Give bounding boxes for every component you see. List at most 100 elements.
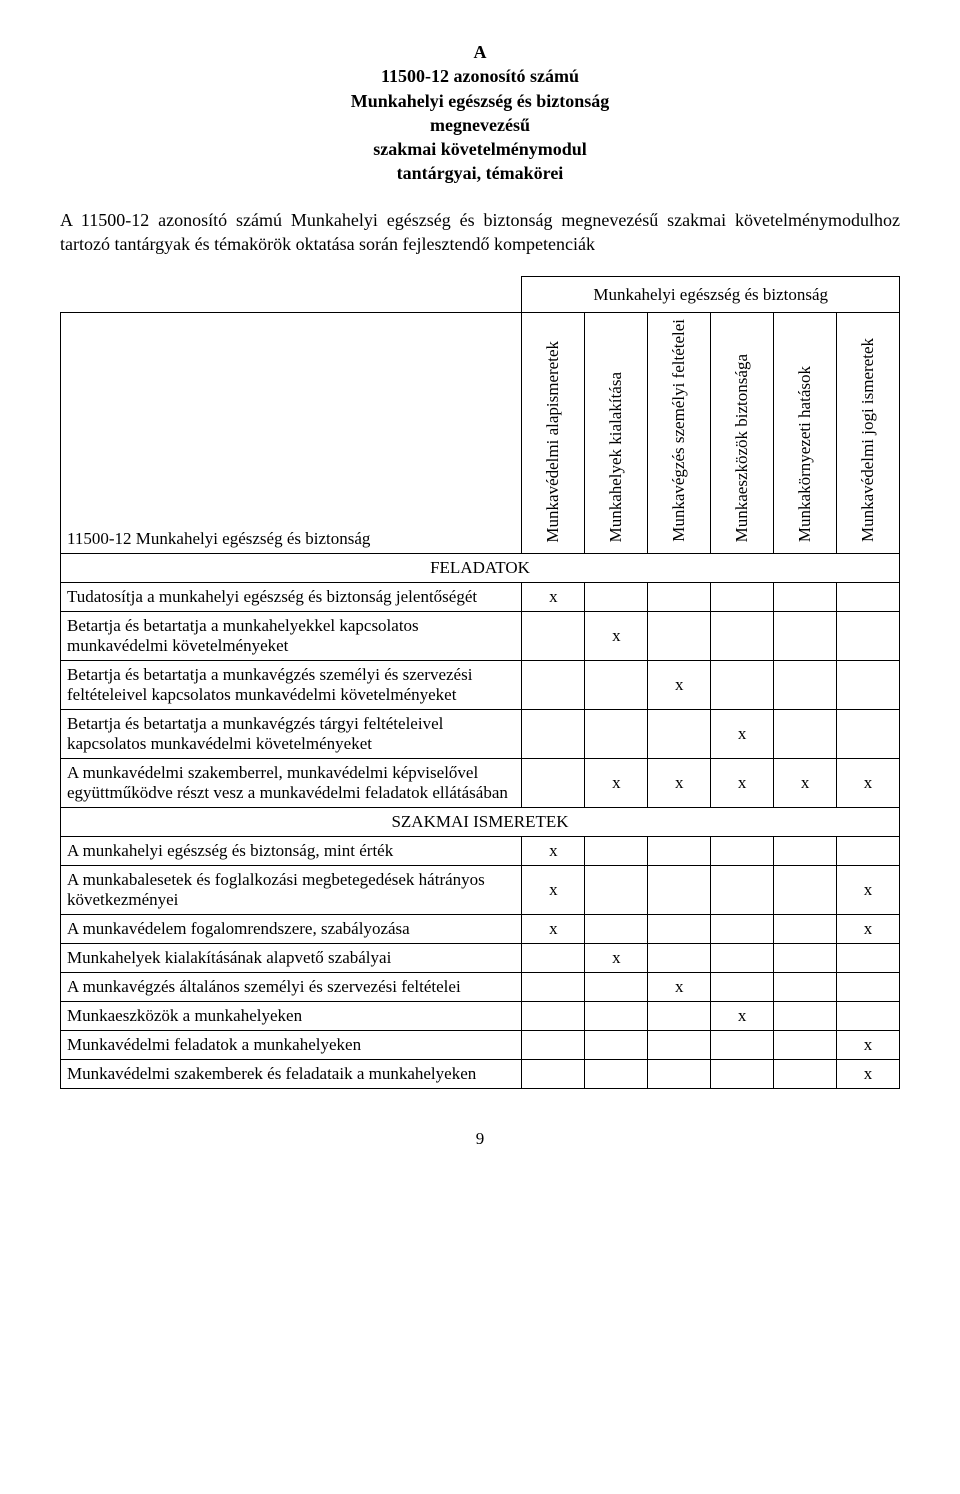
title-block: A 11500-12 azonosító számú Munkahelyi eg… bbox=[60, 40, 900, 186]
check-cell: x bbox=[837, 866, 900, 915]
check-cell bbox=[522, 710, 585, 759]
title-line-5: szakmai követelménymodul bbox=[60, 137, 900, 161]
check-cell: x bbox=[585, 944, 648, 973]
table-row: Betartja és betartatja a munkahelyekkel … bbox=[61, 612, 900, 661]
row-label: Munkahelyek kialakításának alapvető szab… bbox=[61, 944, 522, 973]
check-cell: x bbox=[585, 759, 648, 808]
table-row: Munkaeszközök a munkahelyekenx bbox=[61, 1002, 900, 1031]
table-body: FELADATOKTudatosítja a munkahelyi egészs… bbox=[61, 554, 900, 1089]
check-cell bbox=[837, 1002, 900, 1031]
check-cell bbox=[648, 837, 711, 866]
row-label: Munkaeszközök a munkahelyeken bbox=[61, 1002, 522, 1031]
check-cell bbox=[585, 583, 648, 612]
check-cell bbox=[648, 1002, 711, 1031]
check-cell bbox=[774, 612, 837, 661]
col-header-text-4: Munkakörnyezeti hatások bbox=[796, 366, 815, 542]
col-header-0: Munkavédelmi alapismeretek bbox=[522, 313, 585, 554]
check-cell bbox=[585, 1031, 648, 1060]
table-row: Tudatosítja a munkahelyi egészség és biz… bbox=[61, 583, 900, 612]
row-label: Tudatosítja a munkahelyi egészség és biz… bbox=[61, 583, 522, 612]
check-cell bbox=[585, 710, 648, 759]
check-cell bbox=[711, 915, 774, 944]
check-cell bbox=[837, 837, 900, 866]
intro-paragraph: A 11500-12 azonosító számú Munkahelyi eg… bbox=[60, 208, 900, 257]
check-cell: x bbox=[711, 759, 774, 808]
title-line-4: megnevezésű bbox=[60, 113, 900, 137]
check-cell bbox=[585, 915, 648, 944]
check-cell: x bbox=[648, 661, 711, 710]
col-header-text-5: Munkavédelmi jogi ismeretek bbox=[859, 338, 878, 542]
check-cell bbox=[585, 973, 648, 1002]
check-cell bbox=[648, 915, 711, 944]
row-label: A munkavédelem fogalomrendszere, szabály… bbox=[61, 915, 522, 944]
col-header-text-0: Munkavédelmi alapismeretek bbox=[544, 341, 563, 543]
empty-corner bbox=[61, 277, 522, 313]
table-row: Munkavédelmi feladatok a munkahelyekenx bbox=[61, 1031, 900, 1060]
check-cell bbox=[711, 944, 774, 973]
check-cell bbox=[648, 944, 711, 973]
check-cell: x bbox=[837, 915, 900, 944]
check-cell: x bbox=[522, 866, 585, 915]
check-cell bbox=[648, 710, 711, 759]
check-cell bbox=[711, 837, 774, 866]
check-cell: x bbox=[522, 837, 585, 866]
col-header-2: Munkavégzés személyi feltételei bbox=[648, 313, 711, 554]
row-label: Munkavédelmi szakemberek és feladataik a… bbox=[61, 1060, 522, 1089]
check-cell: x bbox=[837, 1060, 900, 1089]
row-label: A munkavédelmi szakemberrel, munkavédelm… bbox=[61, 759, 522, 808]
check-cell bbox=[522, 612, 585, 661]
row-label: Betartja és betartatja a munkavégzés tár… bbox=[61, 710, 522, 759]
table-row: A munkavédelem fogalomrendszere, szabály… bbox=[61, 915, 900, 944]
table-row: Munkavédelmi szakemberek és feladataik a… bbox=[61, 1060, 900, 1089]
check-cell bbox=[648, 583, 711, 612]
check-cell: x bbox=[711, 710, 774, 759]
table-row: A munkahelyi egészség és biztonság, mint… bbox=[61, 837, 900, 866]
col-header-4: Munkakörnyezeti hatások bbox=[774, 313, 837, 554]
col-header-text-2: Munkavégzés személyi feltételei bbox=[670, 319, 689, 542]
check-cell bbox=[522, 944, 585, 973]
check-cell bbox=[774, 710, 837, 759]
row-label: A munkavégzés általános személyi és szer… bbox=[61, 973, 522, 1002]
title-line-6: tantárgyai, témakörei bbox=[60, 161, 900, 185]
check-cell bbox=[522, 661, 585, 710]
check-cell bbox=[774, 1031, 837, 1060]
check-cell bbox=[774, 661, 837, 710]
check-cell bbox=[585, 661, 648, 710]
table-row: Betartja és betartatja a munkavégzés tár… bbox=[61, 710, 900, 759]
check-cell bbox=[837, 612, 900, 661]
check-cell bbox=[711, 612, 774, 661]
check-cell bbox=[774, 1060, 837, 1089]
check-cell bbox=[711, 1031, 774, 1060]
check-cell bbox=[711, 866, 774, 915]
check-cell bbox=[774, 944, 837, 973]
row-label: Betartja és betartatja a munkahelyekkel … bbox=[61, 612, 522, 661]
col-header-text-3: Munkaeszközök biztonsága bbox=[733, 354, 752, 542]
check-cell bbox=[774, 915, 837, 944]
table-row: A munkabalesetek és foglalkozási megbete… bbox=[61, 866, 900, 915]
check-cell bbox=[648, 866, 711, 915]
check-cell: x bbox=[648, 973, 711, 1002]
check-cell: x bbox=[585, 612, 648, 661]
col-header-5: Munkavédelmi jogi ismeretek bbox=[837, 313, 900, 554]
title-line-1: A bbox=[60, 40, 900, 64]
check-cell bbox=[711, 583, 774, 612]
check-cell: x bbox=[522, 583, 585, 612]
col-header-3: Munkaeszközök biztonsága bbox=[711, 313, 774, 554]
check-cell bbox=[522, 1002, 585, 1031]
check-cell bbox=[837, 710, 900, 759]
check-cell bbox=[522, 973, 585, 1002]
check-cell bbox=[522, 759, 585, 808]
title-line-2: 11500-12 azonosító számú bbox=[60, 64, 900, 88]
check-cell: x bbox=[837, 759, 900, 808]
table-row: Munkahelyek kialakításának alapvető szab… bbox=[61, 944, 900, 973]
check-cell bbox=[774, 837, 837, 866]
check-cell: x bbox=[522, 915, 585, 944]
table-row: Betartja és betartatja a munkavégzés sze… bbox=[61, 661, 900, 710]
check-cell bbox=[837, 583, 900, 612]
check-cell bbox=[774, 1002, 837, 1031]
check-cell bbox=[585, 1002, 648, 1031]
check-cell: x bbox=[837, 1031, 900, 1060]
row-label: A munkabalesetek és foglalkozási megbete… bbox=[61, 866, 522, 915]
check-cell bbox=[711, 1060, 774, 1089]
check-cell bbox=[774, 973, 837, 1002]
